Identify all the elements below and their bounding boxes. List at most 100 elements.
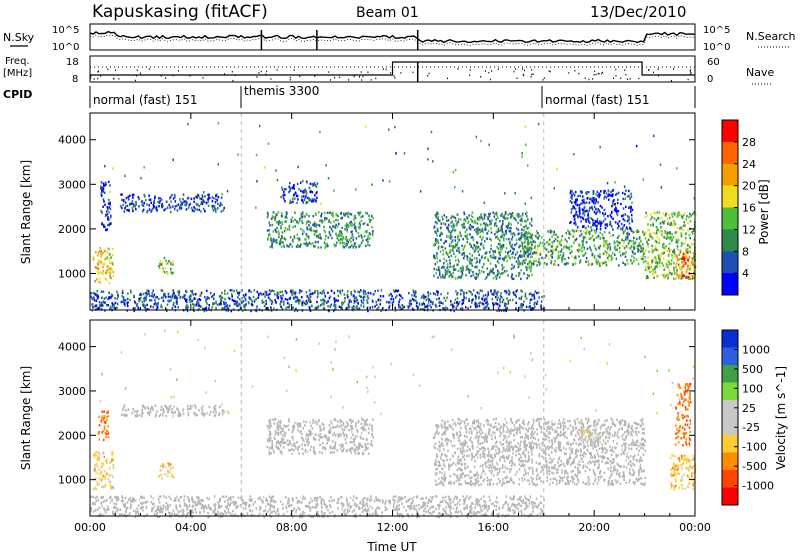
power-cell <box>438 304 441 307</box>
power-cell <box>582 254 584 257</box>
power-cell <box>525 247 527 250</box>
power-cell <box>685 249 687 252</box>
power-cell <box>132 307 135 310</box>
power-cell <box>111 262 114 265</box>
power-cell <box>597 207 599 211</box>
velocity-cell <box>269 430 271 433</box>
velocity-cell <box>187 411 190 414</box>
power-cell <box>520 217 523 221</box>
power-cell <box>550 262 552 265</box>
velocity-cell <box>345 441 347 445</box>
power-cell <box>310 242 312 246</box>
power-cell <box>247 300 250 304</box>
velocity-cell <box>364 424 367 427</box>
power-cell <box>325 234 327 238</box>
velocity-cell <box>100 465 102 469</box>
power-cell <box>275 221 278 224</box>
nave-point <box>657 68 659 70</box>
power-cell <box>599 255 601 259</box>
power-cell <box>509 291 511 294</box>
velocity-cell <box>142 404 145 407</box>
power-cell <box>203 200 205 203</box>
power-cell <box>606 224 608 228</box>
power-cell <box>101 189 103 192</box>
power-cell <box>436 268 438 272</box>
power-cell <box>108 282 111 285</box>
power-cell <box>486 295 489 298</box>
velocity-cell <box>466 454 468 458</box>
power-cell <box>588 230 590 234</box>
power-cell <box>688 277 690 280</box>
nave-point <box>531 69 533 71</box>
power-cell <box>506 226 509 230</box>
power-cell <box>654 261 657 264</box>
power-cell <box>681 215 683 218</box>
power-cell <box>494 212 496 216</box>
power-scatter-cell <box>255 206 257 209</box>
power-cell <box>313 291 316 294</box>
velocity-cell <box>176 407 178 410</box>
power-cell <box>477 245 480 249</box>
velocity-cell <box>345 433 348 437</box>
velocity-cell <box>125 409 127 412</box>
power-cell <box>274 293 276 296</box>
nave-point <box>531 73 533 76</box>
power-cell <box>297 245 300 249</box>
velocity-cell <box>165 414 168 418</box>
nave-point <box>549 70 551 73</box>
power-cell <box>278 242 281 246</box>
velocity-cell <box>361 445 364 448</box>
power-scatter-cell <box>119 204 122 208</box>
power-cell <box>496 302 498 306</box>
power-cell <box>124 207 126 210</box>
nave-point <box>648 69 650 71</box>
power-cell <box>265 293 268 296</box>
power-cell <box>469 252 471 255</box>
power-cell <box>161 203 163 206</box>
power-cell <box>348 300 351 304</box>
power-cell <box>510 252 513 256</box>
power-cell <box>544 247 546 250</box>
power-cell <box>524 261 526 265</box>
power-cell <box>498 271 500 274</box>
power-cell <box>321 290 324 293</box>
velocity-cell <box>193 411 196 415</box>
velocity-cell <box>187 413 190 417</box>
power-cell <box>285 188 287 191</box>
velocity-cell <box>166 407 169 410</box>
power-cell <box>299 289 301 292</box>
velocity-cell <box>533 442 535 445</box>
power-cell <box>675 215 678 218</box>
power-cell <box>631 220 633 223</box>
power-cell <box>685 270 688 273</box>
power-cell <box>162 296 165 299</box>
power-cell <box>491 219 493 222</box>
velocity-cell <box>204 413 206 416</box>
power-cell <box>97 254 99 257</box>
power-cell <box>313 224 316 228</box>
power-cell <box>305 213 308 216</box>
power-cell <box>519 254 521 257</box>
power-cell <box>410 299 412 302</box>
power-cell <box>583 253 586 257</box>
velocity-cell <box>147 406 149 409</box>
velocity-cell <box>127 408 130 411</box>
power-cell <box>108 211 110 214</box>
power-cell <box>343 300 346 303</box>
velocity-cell <box>278 447 280 451</box>
velocity-cell <box>299 422 302 425</box>
power-cell <box>261 299 264 302</box>
velocity-cell <box>474 436 477 440</box>
power-cell <box>323 289 325 292</box>
power-cell <box>195 195 197 198</box>
power-cell <box>132 196 134 199</box>
velocity-cell <box>339 434 342 437</box>
power-cell <box>308 199 310 202</box>
power-cell <box>455 290 457 293</box>
power-cell <box>484 293 487 297</box>
power-cell <box>292 197 294 200</box>
power-cell <box>533 295 536 298</box>
power-cell <box>669 248 672 252</box>
power-cell <box>454 298 457 301</box>
